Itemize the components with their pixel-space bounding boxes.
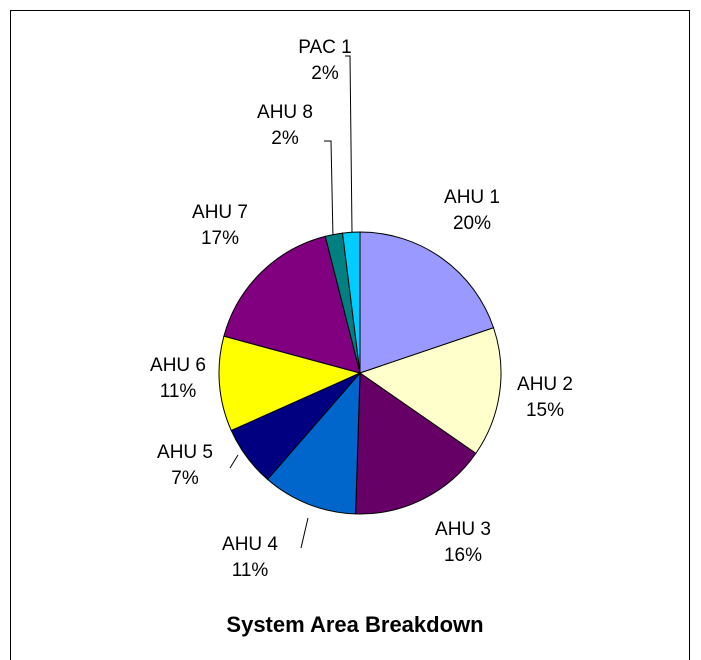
leader-lines	[229, 55, 353, 549]
slice-label: AHU 3	[435, 519, 491, 540]
slice-value-label: 7%	[171, 468, 199, 489]
pie-slice	[359, 231, 495, 374]
leader-line	[345, 55, 353, 233]
slice-value-label: 2%	[271, 128, 299, 149]
leader-line	[229, 454, 239, 469]
slice-label: AHU 1	[444, 187, 500, 208]
slice-value-label: 11%	[232, 560, 269, 581]
leader-line	[324, 140, 334, 239]
slice-value-label: 15%	[526, 400, 564, 421]
chart-title: System Area Breakdown	[226, 612, 483, 637]
slice-label: AHU 6	[150, 355, 206, 376]
slice-label: AHU 2	[517, 374, 573, 395]
pie-slice	[266, 371, 361, 515]
slice-value-label: 2%	[311, 63, 339, 84]
pie-slice	[355, 372, 477, 515]
slice-value-label: 17%	[201, 228, 239, 249]
slice-label: PAC 1	[298, 37, 352, 58]
slice-label: AHU 4	[222, 534, 278, 555]
slice-value-label: 11%	[160, 381, 197, 402]
pie-slice	[218, 335, 362, 432]
slice-label: AHU 8	[257, 102, 313, 123]
pie-slice	[358, 327, 502, 455]
pie-slice	[341, 231, 361, 374]
slice-value-label: 16%	[444, 545, 482, 566]
pie-slice	[223, 235, 361, 374]
slice-value-label: 20%	[453, 213, 491, 234]
slice-label: AHU 5	[157, 442, 213, 463]
leader-line	[300, 517, 309, 549]
slice-label: AHU 7	[192, 202, 248, 223]
